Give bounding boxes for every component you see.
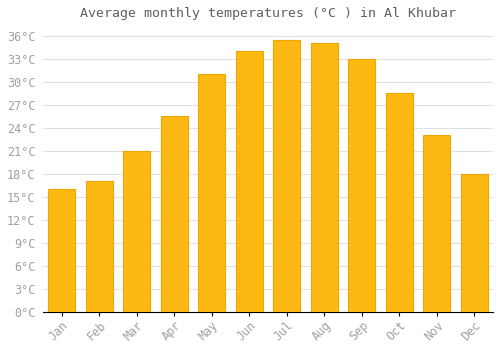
Bar [161,116,188,312]
Bar [386,93,413,312]
Bar [274,40,300,312]
Bar [236,51,263,312]
Bar [348,59,376,312]
Bar [424,135,450,312]
Bar [461,174,488,312]
Bar [48,189,76,312]
Title: Average monthly temperatures (°C ) in Al Khubar: Average monthly temperatures (°C ) in Al… [80,7,456,20]
Bar [86,181,113,312]
Bar [311,43,338,312]
Bar [124,151,150,312]
Bar [198,74,226,312]
